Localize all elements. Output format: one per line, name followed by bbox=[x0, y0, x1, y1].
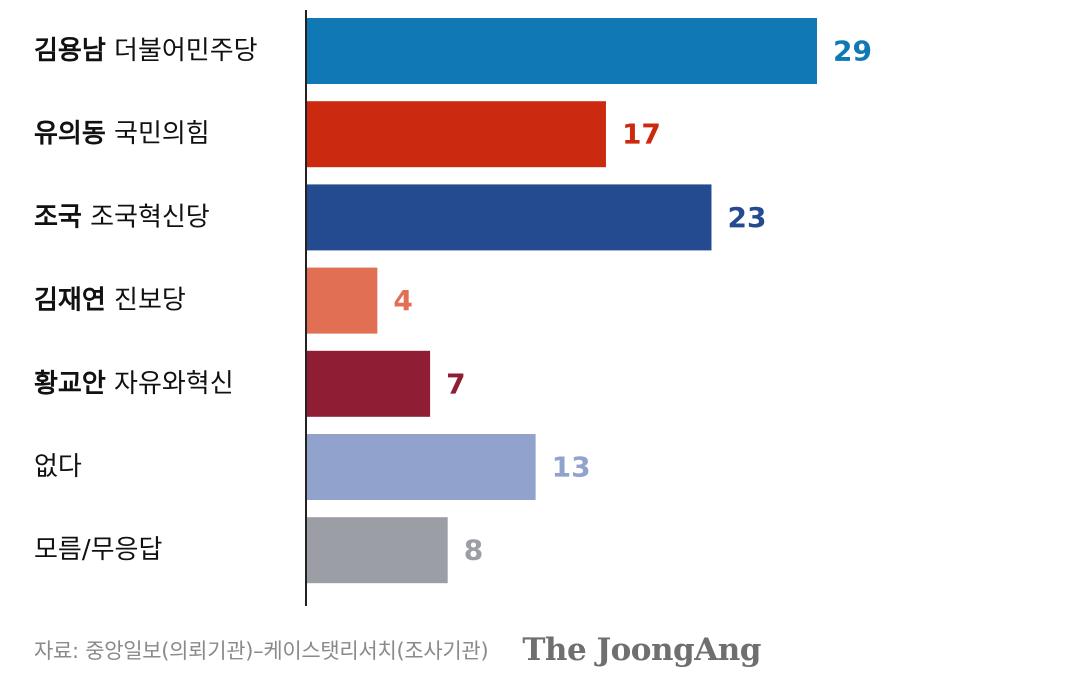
party-name: 국민의힘 bbox=[106, 119, 210, 149]
value-label-3: 4 bbox=[393, 284, 412, 317]
response-label: 모름/무응답 bbox=[34, 535, 162, 565]
value-labels-layer: 29 17 23 4 7 13 8 bbox=[393, 35, 872, 567]
bar-4 bbox=[307, 350, 431, 417]
category-label-0: 김용남 더불어민주당 bbox=[34, 36, 258, 66]
value-label-5: 13 bbox=[552, 451, 591, 484]
response-label: 없다 bbox=[34, 452, 82, 482]
chart-footer: 자료: 중앙일보(의뢰기관)–케이스탯리서치(조사기관) The JoongAn… bbox=[34, 630, 761, 670]
category-label-4: 황교안 자유와혁신 bbox=[34, 369, 234, 399]
category-label-1: 유의동 국민의힘 bbox=[34, 119, 210, 149]
publisher-logo: The JoongAng bbox=[522, 632, 761, 668]
bar-1 bbox=[307, 101, 606, 168]
value-label-2: 23 bbox=[727, 201, 766, 234]
category-label-5: 없다 bbox=[34, 452, 82, 482]
value-label-6: 8 bbox=[464, 534, 483, 567]
bar-3 bbox=[307, 267, 378, 334]
candidate-name: 황교안 bbox=[34, 369, 106, 399]
category-label-6: 모름/무응답 bbox=[34, 535, 162, 565]
category-label-2: 조국 조국혁신당 bbox=[34, 202, 210, 232]
party-name: 조국혁신당 bbox=[82, 202, 210, 232]
bar-2 bbox=[307, 184, 712, 251]
party-name: 더불어민주당 bbox=[106, 36, 258, 66]
bar-0 bbox=[307, 18, 817, 84]
bar-5 bbox=[307, 434, 536, 500]
source-credit: 자료: 중앙일보(의뢰기관)–케이스탯리서치(조사기관) bbox=[34, 639, 489, 663]
candidate-name: 김용남 bbox=[34, 36, 106, 66]
category-label-3: 김재연 진보당 bbox=[34, 286, 186, 316]
candidate-name: 김재연 bbox=[34, 286, 106, 316]
bar-6 bbox=[307, 517, 448, 584]
candidate-name: 유의동 bbox=[34, 119, 106, 149]
party-name: 자유와혁신 bbox=[106, 369, 234, 399]
value-label-4: 7 bbox=[446, 367, 465, 400]
value-label-1: 17 bbox=[622, 118, 661, 151]
bars-layer bbox=[307, 18, 817, 584]
candidate-name: 조국 bbox=[34, 202, 82, 232]
party-name: 진보당 bbox=[106, 286, 186, 316]
value-label-0: 29 bbox=[833, 35, 872, 68]
